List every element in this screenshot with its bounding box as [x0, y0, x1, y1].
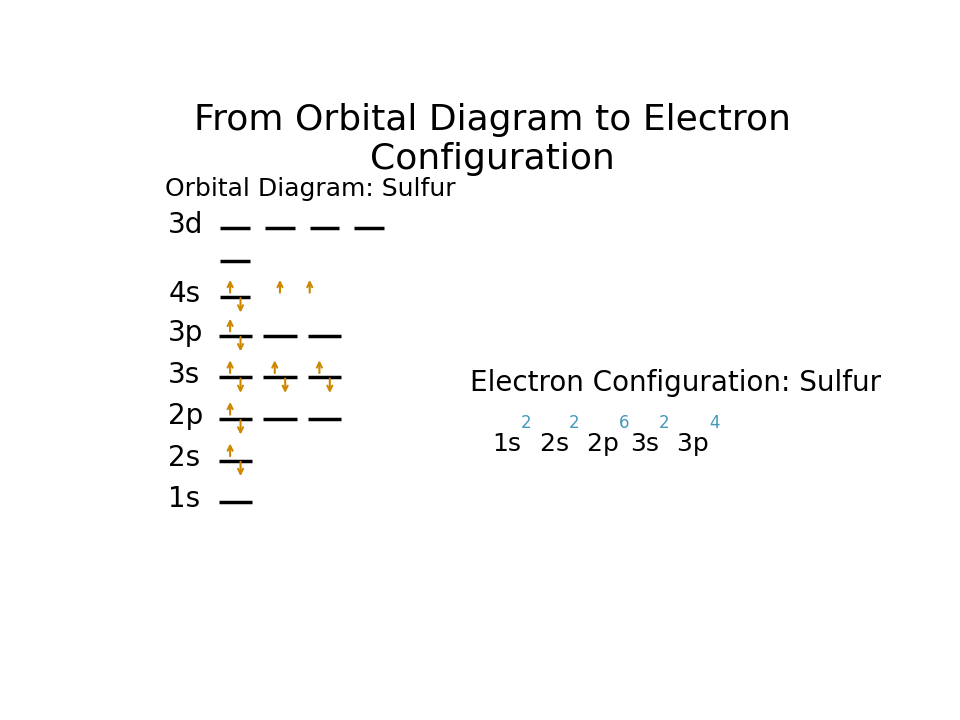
Text: Orbital Diagram: Sulfur: Orbital Diagram: Sulfur: [165, 177, 455, 201]
Text: 3p: 3p: [168, 319, 204, 347]
Text: 2p: 2p: [580, 432, 619, 456]
Text: 3d: 3d: [168, 211, 204, 239]
Text: 3s: 3s: [630, 432, 659, 456]
Text: Electron Configuration: Sulfur: Electron Configuration: Sulfur: [469, 369, 881, 397]
Text: From Orbital Diagram to Electron
Configuration: From Orbital Diagram to Electron Configu…: [194, 103, 790, 176]
Text: 2: 2: [659, 414, 669, 432]
Text: 6: 6: [619, 414, 630, 432]
Text: 1s: 1s: [168, 485, 201, 513]
Text: 3p: 3p: [669, 432, 709, 456]
Text: 2s: 2s: [168, 444, 201, 472]
Text: 3s: 3s: [168, 361, 201, 389]
Text: 2s: 2s: [532, 432, 568, 456]
Text: 2p: 2p: [168, 402, 204, 431]
Text: 4s: 4s: [168, 280, 201, 308]
Text: 2: 2: [521, 414, 532, 432]
Text: 4: 4: [709, 414, 720, 432]
Text: 1s: 1s: [492, 432, 521, 456]
Text: 2: 2: [568, 414, 580, 432]
